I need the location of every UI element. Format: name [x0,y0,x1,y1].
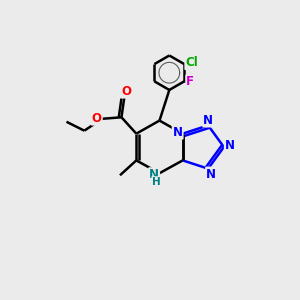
Text: N: N [206,167,216,181]
Text: F: F [186,75,194,88]
Text: N: N [172,126,183,139]
Text: N: N [203,113,213,127]
Text: N: N [225,139,235,152]
Text: O: O [92,112,102,125]
Text: O: O [121,85,131,98]
Text: H: H [152,177,161,187]
Text: Cl: Cl [185,56,198,69]
Text: N: N [149,168,159,181]
